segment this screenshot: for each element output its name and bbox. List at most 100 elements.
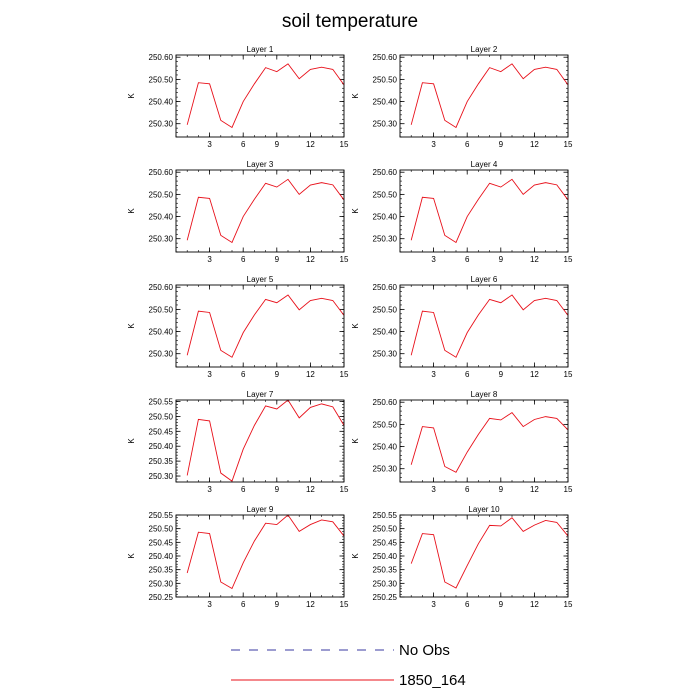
y-tick-label: 250.50 (373, 190, 398, 199)
y-axis-label: K (351, 438, 360, 444)
x-tick-label: 15 (564, 255, 573, 264)
x-tick-label: 12 (530, 255, 539, 264)
x-tick-label: 12 (530, 485, 539, 494)
y-tick-label: 250.55 (149, 397, 174, 406)
x-tick-label: 12 (306, 485, 315, 494)
panel-title: Layer 7 (247, 390, 274, 399)
x-tick-label: 6 (465, 485, 470, 494)
y-tick-label: 250.40 (373, 98, 398, 107)
plot-frame (175, 284, 345, 368)
panel-3: Layer 3 3 6 9 12 15 250.30 250.40 250.50 250.60 K (127, 160, 349, 264)
y-axis-label: K (127, 208, 136, 214)
y-tick-label: 250.25 (149, 593, 174, 602)
plot-frame (399, 284, 569, 368)
y-tick-label: 250.50 (373, 525, 398, 534)
x-tick-label: 15 (340, 485, 349, 494)
y-tick-label: 250.55 (149, 511, 174, 520)
y-tick-label: 250.50 (373, 305, 398, 314)
panel-title: Layer 4 (471, 160, 498, 169)
plot-frame (175, 54, 345, 138)
series-line (186, 514, 345, 590)
plot-frame (175, 514, 345, 598)
x-tick-label: 6 (241, 485, 246, 494)
x-tick-label: 3 (431, 600, 436, 609)
x-tick-label: 12 (530, 140, 539, 149)
panel-10: Layer 10 3 6 9 12 15 250.25 250.30 250.35 250.40 2… (351, 505, 573, 609)
y-axis-label: K (351, 553, 360, 559)
x-tick-label: 6 (465, 600, 470, 609)
series-line (410, 517, 569, 589)
y-tick-label: 250.60 (149, 168, 174, 177)
y-tick-label: 250.40 (373, 552, 398, 561)
x-tick-label: 9 (275, 485, 280, 494)
panel-6: Layer 6 3 6 9 12 15 250.30 250.40 250.50 250.60 K (351, 275, 573, 379)
panel-title: Layer 9 (247, 505, 274, 514)
y-tick-label: 250.45 (373, 538, 398, 547)
x-tick-label: 6 (241, 600, 246, 609)
y-tick-label: 250.30 (149, 235, 174, 244)
panel-title: Layer 3 (247, 160, 274, 169)
figure-title: soil temperature (282, 11, 418, 32)
x-tick-label: 9 (499, 600, 504, 609)
panel-8: Layer 8 3 6 9 12 15 250.30 250.40 250.50 250.60 K (351, 390, 573, 494)
x-tick-label: 3 (431, 255, 436, 264)
x-tick-label: 3 (431, 485, 436, 494)
y-tick-label: 250.30 (149, 472, 174, 481)
x-tick-label: 6 (465, 140, 470, 149)
y-tick-label: 250.55 (373, 511, 398, 520)
x-tick-label: 12 (306, 140, 315, 149)
panel-title: Layer 2 (471, 45, 498, 54)
x-tick-label: 6 (241, 255, 246, 264)
x-tick-label: 3 (207, 370, 212, 379)
y-tick-label: 250.50 (373, 420, 398, 429)
y-tick-label: 250.40 (149, 442, 174, 451)
x-tick-label: 3 (207, 600, 212, 609)
y-tick-label: 250.30 (373, 235, 398, 244)
plot-frame (175, 399, 345, 483)
panel-2: Layer 2 3 6 9 12 15 250.30 250.40 250.50 250.60 K (351, 45, 573, 149)
y-axis-label: K (351, 323, 360, 329)
y-tick-label: 250.40 (373, 443, 398, 452)
plot-frame (399, 514, 569, 598)
y-tick-label: 250.60 (149, 283, 174, 292)
panel-4: Layer 4 3 6 9 12 15 250.30 250.40 250.50 250.60 K (351, 160, 573, 264)
x-tick-label: 15 (564, 600, 573, 609)
x-tick-label: 6 (241, 140, 246, 149)
x-tick-label: 9 (275, 140, 280, 149)
series-line (410, 412, 569, 473)
panel-grid: Layer 13 6 9 12 15250.30250.40250.50250.60KL… (127, 45, 573, 609)
x-tick-label: 15 (564, 485, 573, 494)
y-tick-label: 250.60 (373, 168, 398, 177)
y-tick-label: 250.30 (373, 579, 398, 588)
x-tick-label: 3 (207, 485, 212, 494)
y-axis-label: K (127, 93, 136, 99)
y-tick-label: 250.30 (149, 350, 174, 359)
x-tick-label: 9 (275, 370, 280, 379)
x-tick-label: 12 (530, 600, 539, 609)
panel-title: Layer 6 (471, 275, 498, 284)
x-tick-label: 9 (275, 255, 280, 264)
x-tick-label: 12 (306, 600, 315, 609)
y-tick-label: 250.40 (149, 213, 174, 222)
x-tick-label: 9 (499, 140, 504, 149)
x-tick-label: 6 (465, 370, 470, 379)
y-tick-label: 250.35 (149, 457, 174, 466)
y-tick-label: 250.60 (373, 53, 398, 62)
plot-frame (399, 169, 569, 253)
y-tick-label: 250.40 (149, 552, 174, 561)
series-line (186, 178, 345, 244)
panel-title: Layer 8 (471, 390, 498, 399)
plot-frame (175, 169, 345, 253)
y-tick-label: 250.35 (373, 566, 398, 575)
panel-title: Layer 10 (468, 505, 500, 514)
y-tick-label: 250.40 (373, 213, 398, 222)
x-tick-label: 9 (275, 600, 280, 609)
panel-9: Layer 9 3 6 9 12 15 250.25 250.30 250.35 250.40 25… (127, 505, 349, 609)
y-tick-label: 250.50 (149, 412, 174, 421)
x-tick-label: 6 (465, 255, 470, 264)
y-axis-label: K (351, 93, 360, 99)
x-tick-label: 12 (306, 370, 315, 379)
y-tick-label: 250.60 (373, 283, 398, 292)
y-tick-label: 250.35 (149, 566, 174, 575)
x-tick-label: 3 (431, 370, 436, 379)
